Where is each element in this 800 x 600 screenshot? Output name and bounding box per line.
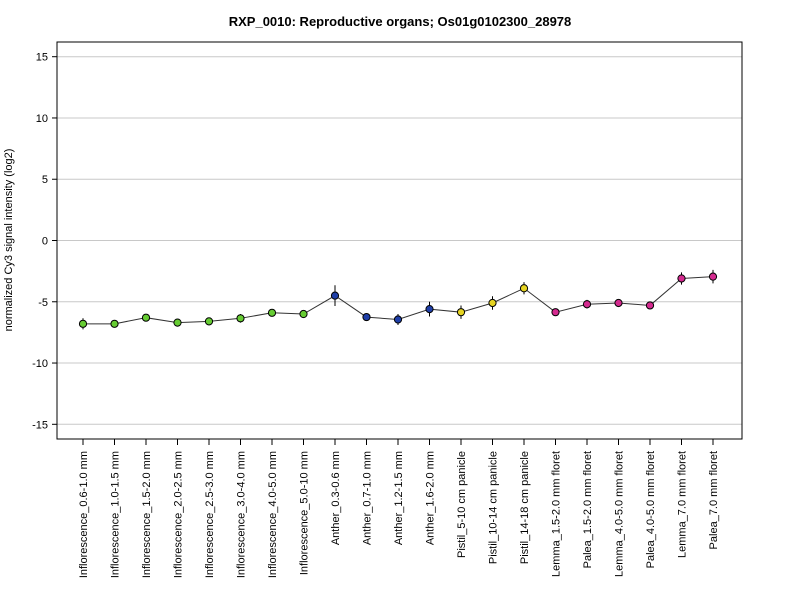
- x-tick-label: Pistil_5-10 cm panicle: [456, 451, 468, 558]
- data-point: [551, 308, 560, 317]
- data-point: [78, 319, 88, 328]
- y-axis: -15 -10 -5 0 5 10 15: [32, 52, 57, 431]
- data-point: [267, 308, 277, 317]
- data-point: [488, 298, 497, 308]
- x-tick-label: Anther_0.7-1.0 mm: [362, 451, 374, 545]
- data-point: [645, 301, 655, 310]
- y-axis-label: normalized Cy3 signal intensity (log2): [3, 149, 15, 332]
- x-tick-label: Lemma_1.5-2.0 mm floret: [551, 451, 563, 577]
- x-tick-label: Inflorescence_2.0-2.5 mm: [173, 451, 185, 578]
- x-tick-label: Inflorescence_0.6-1.0 mm: [78, 451, 90, 578]
- data-point: [614, 298, 623, 308]
- x-tick-label: Pistil_10-14 cm panicle: [488, 451, 500, 564]
- y-tick-label: 0: [42, 236, 48, 248]
- x-tick-label: Palea_4.0-5.0 mm floret: [645, 451, 657, 568]
- data-point: [393, 315, 403, 324]
- x-tick-label: Palea_1.5-2.0 mm floret: [582, 451, 594, 568]
- y-tick-label: -10: [32, 358, 48, 370]
- x-tick-label: Inflorescence_5.0-10 mm: [299, 451, 311, 575]
- x-tick-label: Anther_1.2-1.5 mm: [393, 451, 405, 545]
- data-point: [456, 308, 466, 317]
- x-tick-label: Pistil_14-18 cm panicle: [519, 451, 531, 564]
- data-point: [519, 284, 529, 293]
- x-tick-label: Inflorescence_1.5-2.0 mm: [141, 451, 153, 578]
- chart-title: RXP_0010: Reproductive organs; Os01g0102…: [229, 14, 572, 29]
- y-tick-label: 5: [42, 174, 48, 186]
- x-tick-label: Inflorescence_2.5-3.0 mm: [204, 451, 216, 578]
- data-point: [236, 314, 245, 323]
- data-point: [110, 319, 119, 328]
- data-point: [708, 272, 718, 281]
- x-tick-label: Inflorescence_4.0-5.0 mm: [267, 451, 279, 578]
- data-point: [425, 305, 434, 314]
- y-tick-label: -5: [38, 297, 48, 309]
- data-point: [362, 312, 371, 322]
- x-axis: Inflorescence_0.6-1.0 mm Inflorescence_1.…: [78, 439, 720, 578]
- x-tick-label: Lemma_7.0 mm floret: [677, 451, 689, 558]
- y-tick-label: 15: [36, 52, 48, 64]
- x-tick-label: Anther_0.3-0.6 mm: [330, 451, 342, 545]
- data-point: [330, 291, 340, 300]
- x-tick-label: Anther_1.6-2.0 mm: [425, 451, 437, 545]
- data-points: [78, 272, 718, 328]
- data-point: [299, 309, 308, 319]
- x-tick-label: Inflorescence_3.0-4.0 mm: [236, 451, 248, 578]
- x-tick-label: Palea_7.0 mm floret: [708, 451, 720, 549]
- x-tick-label: Inflorescence_1.0-1.5 mm: [110, 451, 122, 578]
- y-tick-label: 10: [36, 113, 48, 125]
- data-point: [582, 300, 592, 309]
- data-point: [141, 313, 151, 322]
- grid-lines: [57, 56, 742, 425]
- y-tick-label: -15: [32, 419, 48, 431]
- data-point: [173, 318, 182, 327]
- data-point: [677, 274, 686, 283]
- data-point: [204, 317, 214, 326]
- x-tick-label: Lemma_4.0-5.0 mm floret: [614, 451, 626, 577]
